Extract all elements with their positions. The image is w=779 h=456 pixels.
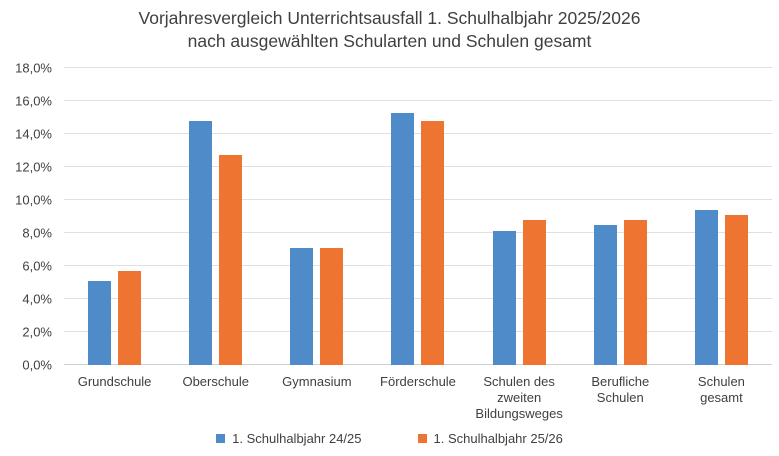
bar-group-6 — [570, 68, 671, 365]
gridline — [64, 100, 772, 102]
x-axis: Grundschule Oberschule Gymnasium Förderschu… — [64, 374, 772, 422]
y-tick-label: 8,0% — [22, 225, 52, 241]
bar-series2-cat5 — [522, 219, 546, 365]
x-category-label-5: Schulen des zweiten Bildungsweges — [469, 374, 570, 422]
y-tick-label: 10,0% — [15, 192, 52, 208]
x-category-label-7: Schulen gesamt — [671, 374, 772, 422]
y-tick-label: 16,0% — [15, 93, 52, 109]
bar-series1-cat5 — [492, 231, 516, 365]
bar-series1-cat7 — [694, 209, 718, 365]
y-tick-label: 12,0% — [15, 159, 52, 175]
y-tick-label: 4,0% — [22, 291, 52, 307]
plot-area — [64, 67, 772, 365]
x-category-label-line: Schulen — [596, 390, 644, 405]
x-category-label-line: Oberschule — [182, 374, 249, 389]
y-tick-label: 6,0% — [22, 258, 52, 274]
x-category-label-line: Bildungsweges — [475, 406, 563, 421]
chart-title-line1: Vorjahresvergleich Unterrichtsausfall 1.… — [138, 8, 641, 28]
x-category-label-1: Grundschule — [64, 374, 165, 422]
bar-group-1 — [64, 68, 165, 365]
bar-series1-cat3 — [290, 247, 314, 365]
bars-layer — [64, 68, 772, 365]
legend-item-series1: 1. Schulhalbjahr 24/25 — [216, 431, 362, 446]
bar-series2-cat6 — [623, 219, 647, 365]
gridline — [64, 232, 772, 234]
x-category-label-line: Gymnasium — [282, 374, 352, 389]
bar-series1-cat6 — [593, 224, 617, 365]
gridline — [64, 133, 772, 134]
x-category-label-line: Schulen — [697, 374, 745, 389]
gridline — [64, 265, 772, 266]
bar-series1-cat1 — [88, 280, 112, 365]
gridline — [64, 67, 772, 68]
x-category-label-line: zweiten — [497, 390, 542, 405]
legend-label-series1: 1. Schulhalbjahr 24/25 — [232, 431, 362, 446]
bar-series2-cat2 — [219, 155, 243, 365]
legend: 1. Schulhalbjahr 24/25 1. Schulhalbjahr … — [0, 431, 779, 446]
legend-item-series2: 1. Schulhalbjahr 25/26 — [417, 431, 563, 446]
gridline — [64, 166, 772, 167]
x-category-label-line: Schulen des — [483, 374, 555, 389]
bar-series2-cat7 — [724, 214, 748, 365]
y-tick-label: 0,0% — [22, 357, 52, 373]
y-axis: 0,0% 2,0% 4,0% 6,0% 8,0% 10,0% 12,0% 14,0% 16,0%… — [0, 61, 52, 373]
legend-swatch-series1 — [216, 434, 226, 443]
y-tick-label: 18,0% — [15, 60, 52, 76]
legend-swatch-series2 — [417, 434, 427, 443]
y-tick-label: 2,0% — [22, 324, 52, 340]
gridline — [64, 199, 772, 200]
gridline — [64, 298, 772, 300]
x-category-label-line: Förderschule — [380, 374, 456, 389]
x-category-label-3: Gymnasium — [266, 374, 367, 422]
x-category-label-line: Berufliche — [591, 374, 650, 389]
x-category-label-line: gesamt — [700, 390, 743, 405]
x-axis-line — [64, 364, 772, 365]
bar-series2-cat1 — [118, 270, 142, 365]
bar-group-5 — [469, 68, 570, 365]
bar-group-2 — [165, 68, 266, 365]
chart-title: Vorjahresvergleich Unterrichtsausfall 1.… — [0, 7, 779, 53]
x-category-label-6: Berufliche Schulen — [570, 374, 671, 422]
x-category-label-2: Oberschule — [165, 374, 266, 422]
bar-series2-cat3 — [320, 247, 344, 365]
bar-group-4 — [367, 68, 468, 365]
bar-series1-cat2 — [189, 120, 213, 365]
chart-title-line2: nach ausgewählten Schularten und Schulen… — [187, 31, 592, 51]
bar-group-7 — [671, 68, 772, 365]
bar-series1-cat4 — [391, 112, 415, 365]
gridline — [64, 331, 772, 333]
legend-label-series2: 1. Schulhalbjahr 25/26 — [433, 431, 563, 446]
bar-group-3 — [266, 68, 367, 365]
x-category-label-4: Förderschule — [367, 374, 468, 422]
x-category-label-line: Grundschule — [77, 374, 152, 389]
y-tick-label: 14,0% — [15, 126, 52, 142]
bar-series2-cat4 — [421, 120, 445, 365]
